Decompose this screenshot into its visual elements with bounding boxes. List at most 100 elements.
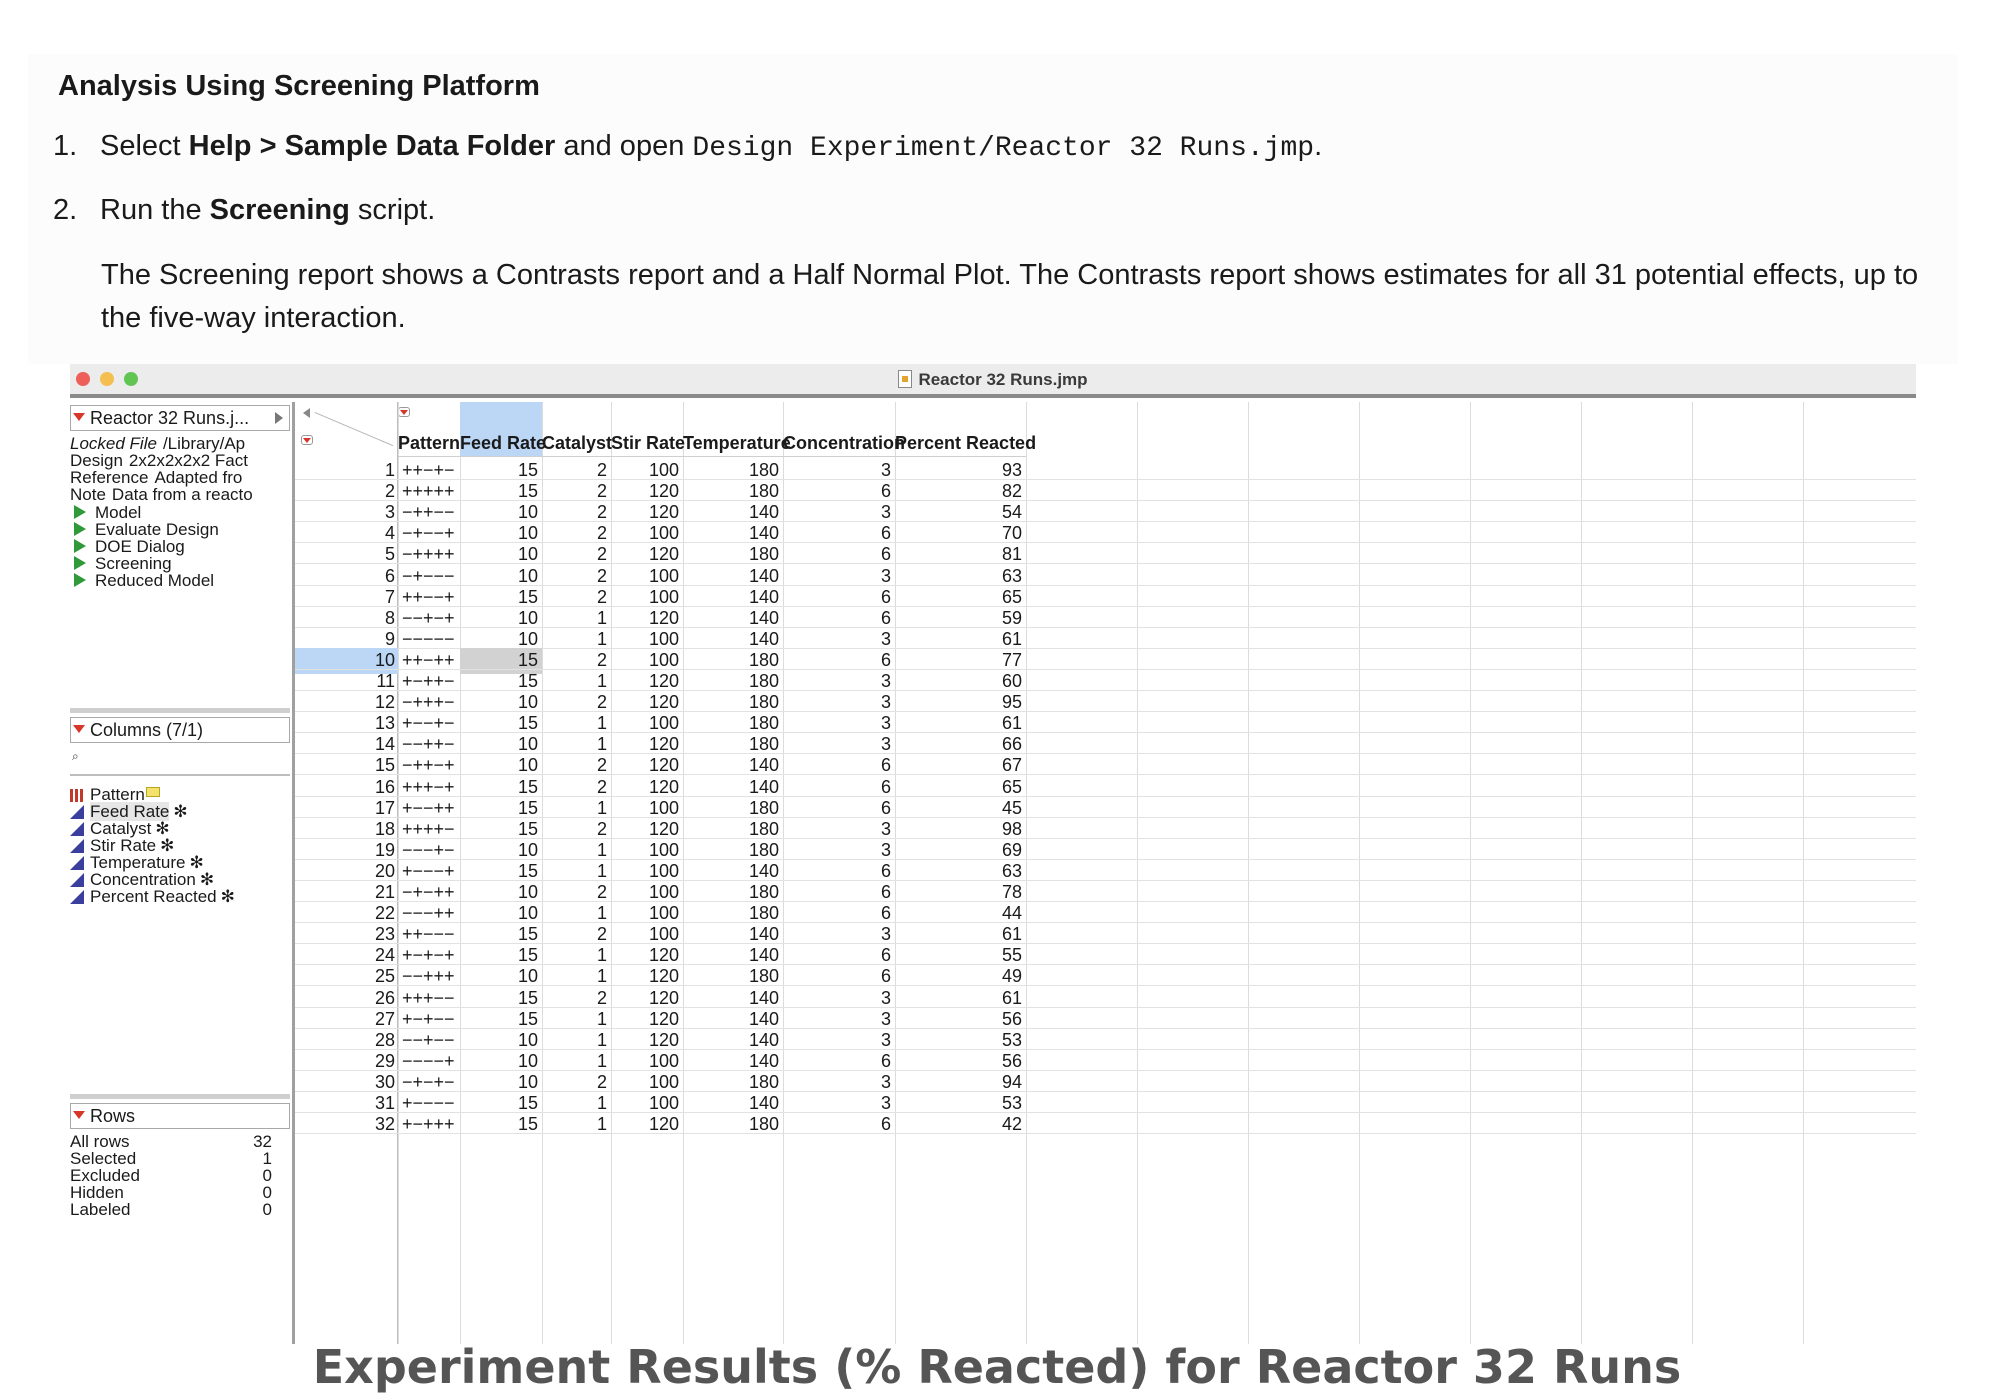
table-cell[interactable]: +−−−+: [402, 860, 455, 881]
table-cell[interactable]: 6: [880, 755, 891, 776]
row-number[interactable]: 10: [374, 649, 395, 670]
minimize-window-button[interactable]: [100, 372, 114, 386]
row-number[interactable]: 9: [384, 628, 395, 649]
table-cell[interactable]: 2: [596, 776, 607, 797]
table-cell[interactable]: −+−++: [402, 882, 455, 902]
row-number[interactable]: 29: [374, 1050, 395, 1071]
table-cell[interactable]: 120: [648, 776, 679, 797]
table-cell[interactable]: 10: [517, 966, 538, 987]
row-number[interactable]: 16: [374, 776, 395, 797]
row-state-item[interactable]: Hidden 0: [70, 1183, 272, 1203]
table-cell[interactable]: 120: [648, 1008, 679, 1029]
table-property[interactable]: Design 2x2x2x2x2 Fact: [70, 451, 290, 471]
table-cell[interactable]: 2: [596, 565, 607, 586]
table-cell[interactable]: 120: [648, 966, 679, 987]
table-cell[interactable]: +−++−: [402, 671, 455, 691]
table-cell[interactable]: 140: [748, 502, 779, 523]
table-cell[interactable]: +++−+: [402, 776, 455, 797]
run-script-icon[interactable]: [74, 556, 86, 570]
panel-divider[interactable]: [70, 708, 290, 713]
table-cell[interactable]: 10: [517, 544, 538, 565]
table-cell[interactable]: 3: [880, 1029, 891, 1050]
table-cell[interactable]: 6: [880, 776, 891, 797]
table-cell[interactable]: ++++−: [402, 818, 455, 839]
table-cell[interactable]: ++−+−: [402, 460, 455, 480]
table-cell[interactable]: 67: [1001, 755, 1022, 776]
table-cell[interactable]: 1: [596, 734, 607, 755]
table-cell[interactable]: 6: [880, 523, 891, 544]
table-cell[interactable]: 45: [1001, 797, 1022, 818]
run-script-icon[interactable]: [74, 522, 86, 536]
table-script[interactable]: Model: [74, 503, 141, 523]
table-cell[interactable]: 2: [596, 924, 607, 945]
table-cell[interactable]: 2: [596, 481, 607, 502]
table-cell[interactable]: 100: [648, 628, 679, 649]
table-cell[interactable]: 44: [1001, 903, 1022, 924]
table-cell[interactable]: 65: [1001, 586, 1022, 607]
table-script[interactable]: DOE Dialog: [74, 537, 185, 557]
table-cell[interactable]: 2: [596, 818, 607, 839]
table-cell[interactable]: −−−++: [402, 903, 455, 924]
table-cell[interactable]: 15: [517, 649, 538, 670]
table-cell[interactable]: 10: [517, 628, 538, 649]
table-cell[interactable]: 180: [748, 818, 779, 839]
row-state-item[interactable]: Labeled 0: [70, 1200, 272, 1220]
table-cell[interactable]: 140: [748, 1050, 779, 1071]
table-cell[interactable]: 100: [648, 460, 679, 480]
column-header[interactable]: Feed Rate: [460, 402, 546, 457]
table-cell[interactable]: −++++: [402, 544, 455, 565]
table-cell[interactable]: 10: [517, 502, 538, 523]
table-cell[interactable]: 63: [1001, 860, 1022, 881]
table-property[interactable]: Note Data from a reacto: [70, 485, 290, 505]
table-cell[interactable]: 6: [880, 481, 891, 502]
table-cell[interactable]: 60: [1001, 671, 1022, 691]
table-cell[interactable]: 15: [517, 987, 538, 1008]
column-header[interactable]: Percent Reacted: [895, 402, 1036, 457]
table-cell[interactable]: 10: [517, 903, 538, 924]
table-cell[interactable]: 2: [596, 586, 607, 607]
table-cell[interactable]: 3: [880, 692, 891, 713]
row-number[interactable]: 19: [374, 839, 395, 860]
table-cell[interactable]: 100: [648, 903, 679, 924]
table-cell[interactable]: 98: [1001, 818, 1022, 839]
table-cell[interactable]: −−−−−: [402, 628, 455, 649]
table-cell[interactable]: 53: [1001, 1093, 1022, 1113]
row-number[interactable]: 4: [384, 523, 395, 544]
table-cell[interactable]: 55: [1001, 945, 1022, 966]
table-cell[interactable]: 2: [596, 460, 607, 480]
table-cell[interactable]: 15: [517, 797, 538, 818]
table-cell[interactable]: 1: [596, 797, 607, 818]
table-cell[interactable]: 15: [517, 924, 538, 945]
table-cell[interactable]: 1: [596, 713, 607, 734]
table-cell[interactable]: 2: [596, 1071, 607, 1092]
red-triangle-menu-icon[interactable]: [400, 410, 408, 415]
row-number[interactable]: 5: [384, 544, 395, 565]
column-header[interactable]: Concentration: [783, 402, 905, 457]
row-number[interactable]: 30: [374, 1071, 395, 1092]
table-cell[interactable]: ++−−+: [402, 586, 455, 607]
table-cell[interactable]: 6: [880, 607, 891, 628]
table-cell[interactable]: 100: [648, 1093, 679, 1113]
table-cell[interactable]: 56: [1001, 1008, 1022, 1029]
table-cell[interactable]: 2: [596, 523, 607, 544]
table-cell[interactable]: 120: [648, 1029, 679, 1050]
table-cell[interactable]: 140: [748, 924, 779, 945]
row-number[interactable]: 20: [374, 860, 395, 881]
table-property[interactable]: Locked File/Library/Ap: [70, 434, 290, 454]
table-cell[interactable]: 6: [880, 1114, 891, 1135]
row-number[interactable]: 13: [374, 713, 395, 734]
table-cell[interactable]: 120: [648, 692, 679, 713]
table-cell[interactable]: 81: [1001, 544, 1022, 565]
table-script[interactable]: Reduced Model: [74, 571, 214, 591]
table-cell[interactable]: 6: [880, 860, 891, 881]
red-triangle-menu-icon[interactable]: [303, 438, 311, 443]
table-cell[interactable]: 1: [596, 1008, 607, 1029]
table-cell[interactable]: 140: [748, 1093, 779, 1113]
table-cell[interactable]: 63: [1001, 565, 1022, 586]
table-cell[interactable]: 6: [880, 882, 891, 902]
table-cell[interactable]: 3: [880, 1008, 891, 1029]
table-cell[interactable]: 100: [648, 713, 679, 734]
table-cell[interactable]: 180: [748, 713, 779, 734]
table-cell[interactable]: −−−−+: [402, 1050, 455, 1071]
table-cell[interactable]: 1: [596, 1050, 607, 1071]
